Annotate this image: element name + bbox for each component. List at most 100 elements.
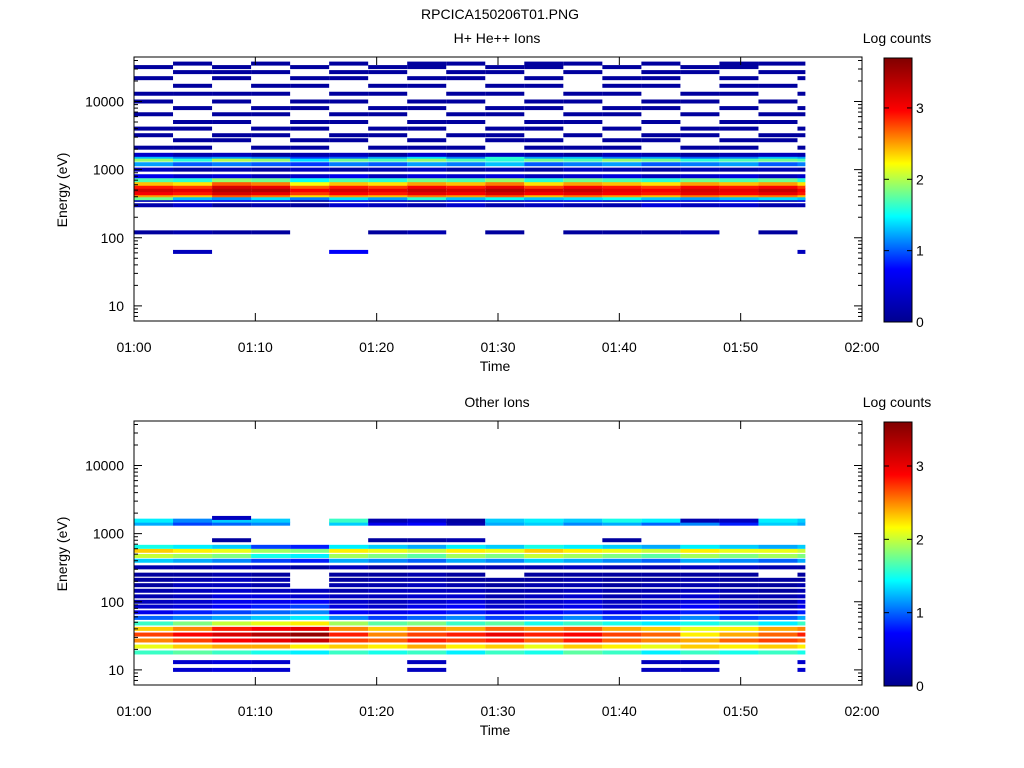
- spectrogram-cell: [329, 184, 369, 189]
- x-tick-label: 01:10: [238, 339, 273, 355]
- spectrogram-cell: [212, 599, 252, 604]
- spectrogram-cell: [758, 174, 798, 179]
- colorbar-tick-label: 2: [916, 171, 924, 187]
- spectrogram-cell: [797, 188, 806, 193]
- spectrogram-cell: [134, 548, 174, 553]
- spectrogram-cell: [212, 621, 252, 626]
- spectrogram-cell: [680, 577, 720, 582]
- spectrogram-cell: [368, 152, 408, 157]
- spectrogram-cell: [329, 138, 369, 143]
- spectrogram-cell: [524, 521, 564, 526]
- spectrogram-cell: [602, 610, 642, 615]
- spectrogram-cell: [719, 626, 759, 631]
- spectrogram-cell: [212, 518, 252, 523]
- spectrogram-cell: [719, 184, 759, 189]
- spectrogram-cell: [680, 667, 720, 672]
- spectrogram-cell: [485, 83, 525, 88]
- spectrogram-cell: [719, 83, 759, 88]
- spectrogram-cell: [173, 588, 213, 593]
- spectrogram-cell: [173, 615, 213, 620]
- spectrogram-cell: [680, 203, 720, 208]
- spectrogram-cell: [407, 565, 447, 570]
- spectrogram-cell: [329, 553, 369, 558]
- spectrogram-cell: [251, 184, 291, 189]
- spectrogram-cell: [797, 572, 806, 577]
- spectrogram-cell: [329, 120, 369, 125]
- spectrogram-cell: [719, 621, 759, 626]
- spectrogram-cell: [407, 518, 447, 523]
- spectrogram-cell: [407, 621, 447, 626]
- spectrogram-cell: [524, 544, 564, 549]
- spectrogram-cell: [641, 644, 681, 649]
- spectrogram-cell: [173, 599, 213, 604]
- spectrogram-cell: [485, 553, 525, 558]
- spectrogram-cell: [134, 157, 174, 162]
- spectrogram-cell: [446, 178, 486, 183]
- spectrogram-cell: [329, 167, 369, 172]
- spectrogram-cell: [563, 599, 603, 604]
- spectrogram-cell: [641, 599, 681, 604]
- spectrogram-cell: [134, 65, 174, 70]
- spectrogram-cell: [173, 644, 213, 649]
- spectrogram-cell: [680, 544, 720, 549]
- spectrogram-cell: [173, 157, 213, 162]
- spectrogram-cell: [797, 162, 806, 167]
- spectrogram-cell: [719, 544, 759, 549]
- spectrogram-cell: [251, 152, 291, 157]
- spectrogram-cell: [719, 565, 759, 570]
- spectrogram-cell: [680, 644, 720, 649]
- spectrogram-cell: [329, 61, 369, 66]
- spectrogram-cell: [290, 181, 330, 186]
- spectrogram-cell: [524, 106, 564, 111]
- spectrogram-cell: [524, 162, 564, 167]
- spectrogram-cell: [602, 181, 642, 186]
- spectrogram-cell: [134, 230, 174, 235]
- spectrogram-cell: [212, 196, 252, 201]
- spectrogram-cell: [329, 638, 369, 643]
- spectrogram-cell: [290, 644, 330, 649]
- spectrogram-cell: [407, 538, 447, 543]
- spectrogram-cell: [173, 178, 213, 183]
- spectrogram-cell: [680, 230, 720, 235]
- spectrogram-cell: [446, 599, 486, 604]
- x-tick-label: 01:10: [238, 703, 273, 719]
- spectrogram-cell: [290, 610, 330, 615]
- spectrogram-cell: [602, 106, 642, 111]
- spectrogram-cell: [329, 548, 369, 553]
- spectrogram-cell: [368, 521, 408, 526]
- spectrogram-cell: [212, 583, 252, 588]
- spectrogram-cell: [446, 621, 486, 626]
- spectrogram-cell: [680, 553, 720, 558]
- spectrogram-cell: [407, 548, 447, 553]
- spectrogram-cell: [329, 558, 369, 563]
- spectrogram-cell: [758, 184, 798, 189]
- spectrogram-cell: [212, 565, 252, 570]
- spectrogram-cell: [212, 193, 252, 198]
- spectrogram-cell: [758, 599, 798, 604]
- spectrogram-cell: [758, 152, 798, 157]
- spectrogram-cell: [173, 604, 213, 609]
- spectrogram-cell: [680, 70, 720, 75]
- spectrogram-cell: [485, 594, 525, 599]
- spectrogram-cell: [446, 572, 486, 577]
- spectrogram-cell: [524, 157, 564, 162]
- panel-title: H+ He++ Ions: [454, 30, 541, 46]
- spectrogram-cell: [602, 157, 642, 162]
- spectrogram-cell: [524, 76, 564, 81]
- spectrogram-cell: [251, 638, 291, 643]
- spectrogram-cell: [134, 544, 174, 549]
- spectrogram-cell: [212, 638, 252, 643]
- spectrogram-cell: [563, 196, 603, 201]
- spectrogram-cell: [134, 181, 174, 186]
- spectrogram-cell: [485, 548, 525, 553]
- spectrogram-cell: [212, 660, 252, 665]
- spectrogram-cell: [563, 565, 603, 570]
- spectrogram-cell: [680, 588, 720, 593]
- spectrogram-cell: [446, 99, 486, 104]
- spectrogram-cell: [329, 112, 369, 117]
- spectrogram-cell: [407, 181, 447, 186]
- spectrogram-cell: [485, 565, 525, 570]
- spectrogram-cell: [602, 65, 642, 70]
- spectrogram-cell: [680, 558, 720, 563]
- spectrogram-cell: [446, 188, 486, 193]
